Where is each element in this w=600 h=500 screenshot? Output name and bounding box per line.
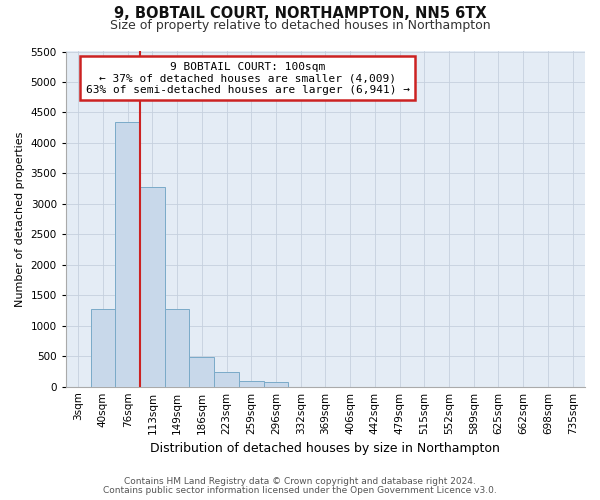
Text: 9, BOBTAIL COURT, NORTHAMPTON, NN5 6TX: 9, BOBTAIL COURT, NORTHAMPTON, NN5 6TX: [113, 6, 487, 22]
Bar: [91, 308, 115, 386]
Bar: [214, 372, 239, 386]
Bar: [190, 358, 214, 386]
Bar: [140, 187, 165, 386]
Bar: [115, 122, 140, 386]
X-axis label: Distribution of detached houses by size in Northampton: Distribution of detached houses by size …: [151, 442, 500, 455]
Bar: [263, 382, 289, 386]
Text: Contains HM Land Registry data © Crown copyright and database right 2024.: Contains HM Land Registry data © Crown c…: [124, 477, 476, 486]
Text: Contains public sector information licensed under the Open Government Licence v3: Contains public sector information licen…: [103, 486, 497, 495]
Y-axis label: Number of detached properties: Number of detached properties: [15, 132, 25, 307]
Bar: [239, 380, 263, 386]
Text: Size of property relative to detached houses in Northampton: Size of property relative to detached ho…: [110, 19, 490, 32]
Bar: [165, 308, 190, 386]
Text: 9 BOBTAIL COURT: 100sqm
← 37% of detached houses are smaller (4,009)
63% of semi: 9 BOBTAIL COURT: 100sqm ← 37% of detache…: [86, 62, 410, 95]
